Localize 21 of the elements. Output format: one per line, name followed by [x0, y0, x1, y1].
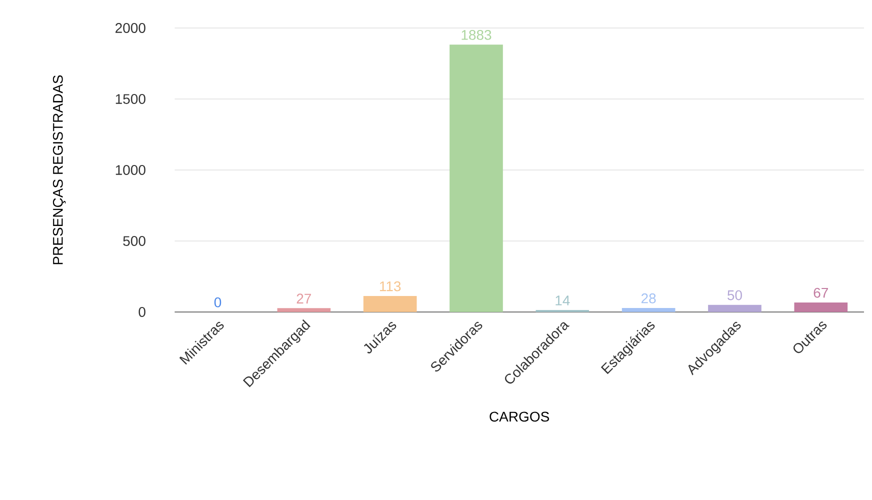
data-label: 1883	[462, 30, 492, 40]
bar	[622, 308, 676, 312]
data-label: 67	[814, 288, 828, 298]
bar	[450, 44, 503, 312]
data-label: 113	[380, 281, 401, 292]
bar	[794, 302, 848, 312]
data-label: 27	[296, 294, 311, 304]
y-tick-label: 0	[138, 307, 146, 317]
x-axis-title: CARGOS	[490, 412, 550, 422]
y-tick-label: 1000	[116, 165, 146, 175]
bar	[277, 308, 331, 312]
y-tick-label: 1500	[116, 94, 146, 104]
bar	[363, 296, 417, 312]
bar	[708, 304, 762, 312]
data-label: 14	[556, 296, 570, 306]
data-label: 0	[214, 297, 222, 308]
data-label: 28	[642, 293, 656, 304]
y-tick-label: 500	[123, 236, 146, 246]
data-label: 50	[728, 290, 742, 300]
y-axis-title: PRESENÇAS REGISTRADAS	[52, 75, 66, 264]
y-tick-label: 2000	[116, 23, 146, 33]
